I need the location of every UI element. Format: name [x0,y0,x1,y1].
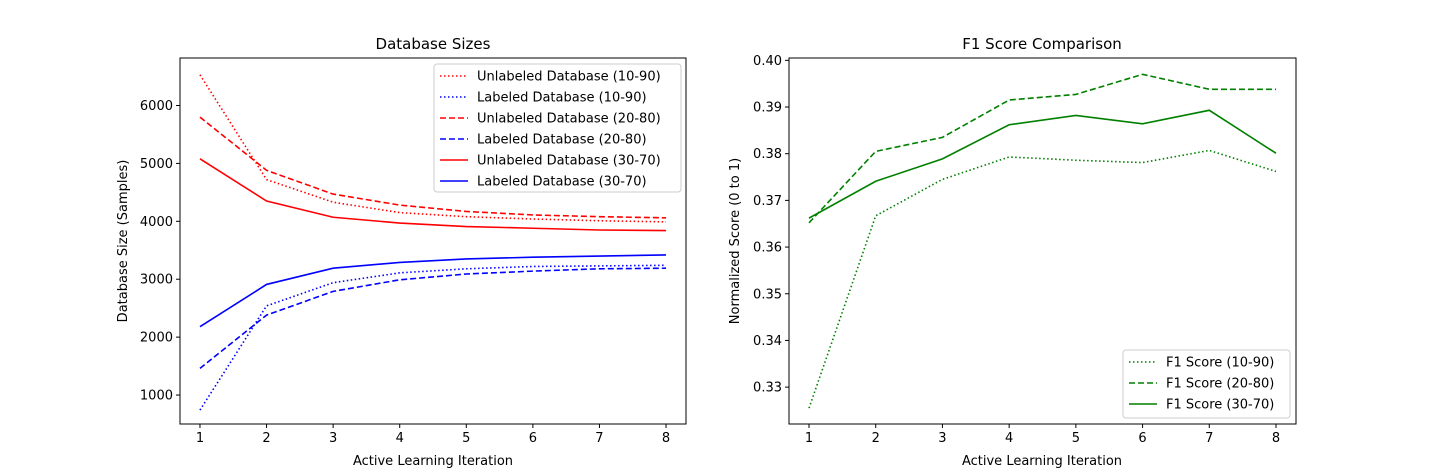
legend-box [433,63,682,193]
x-tick-label: 1 [196,431,204,446]
x-tick-label: 6 [1138,431,1146,446]
y-tick-label: 0.34 [753,334,782,349]
tick-group: 1 2 3 4 5 6 7 8 1000 2000 3000 4000 5000 6000 [140,99,670,446]
legend-label: Labeled Database (10-90) [477,91,647,106]
series-line [199,116,667,219]
y-tick-label: 3000 [140,273,173,288]
plot-frame [179,57,687,425]
x-tick-label: 4 [1005,431,1013,446]
x-tick-label: 1 [805,431,813,446]
y-tick-label: 0.39 [753,101,782,116]
y-axis-label: Normalized Score (0 to 1) [728,158,743,324]
legend: Unlabeled Database (10-90) Labeled Databa… [433,63,682,193]
legend-label: F1 Score (10-90) [1166,356,1274,371]
y-tick-label: 0.37 [753,194,782,209]
legend-label: F1 Score (30-70) [1166,398,1274,413]
y-tick-label: 0.36 [753,241,782,256]
x-tick-label: 2 [872,431,880,446]
x-tick-label: 8 [1272,431,1280,446]
y-tick-label: 0.35 [753,287,782,302]
x-axis-label: Active Learning Iteration [353,454,513,469]
chart-title: F1 Score Comparison [962,35,1122,53]
y-tick-label: 0.40 [753,54,782,69]
tick-group: 1 2 3 4 5 6 7 8 0.33 0.34 0.35 0.36 0.37 0.38 0.39 0.40 [753,54,1280,446]
y-tick-label: 0.38 [753,147,782,162]
legend-label: Labeled Database (20-80) [477,133,647,148]
database-sizes-chart: Database Sizes Active Learning Iteration… [116,35,687,469]
x-tick-label: 3 [938,431,946,446]
x-axis-label: Active Learning Iteration [962,454,1122,469]
y-tick-label: 2000 [140,331,173,346]
legend-label: Unlabeled Database (30-70) [477,154,661,169]
series-line [808,73,1276,224]
y-axis-label: Database Size (Samples) [116,160,131,323]
f1-score-chart: F1 Score Comparison Active Learning Iter… [728,35,1297,469]
series-line [199,158,667,232]
series-line [199,254,667,328]
y-tick-label: 4000 [140,215,173,230]
y-tick-label: 5000 [140,157,173,172]
x-tick-label: 8 [662,431,670,446]
series-line [199,267,667,370]
x-tick-label: 5 [462,431,470,446]
x-tick-label: 7 [1205,431,1213,446]
series-lines [199,74,667,411]
legend: F1 Score (10-90) F1 Score (20-80) F1 Score… [1122,349,1291,419]
x-tick-label: 6 [529,431,537,446]
legend-label: Unlabeled Database (20-80) [477,112,661,127]
series-line [808,109,1277,219]
legend-box [1122,349,1291,419]
legend-label: Unlabeled Database (10-90) [477,70,661,85]
chart-title: Database Sizes [376,35,491,53]
series-lines [808,73,1277,409]
plot-frame [788,57,1297,425]
y-tick-label: 1000 [140,389,173,404]
x-tick-label: 3 [329,431,337,446]
x-tick-label: 2 [262,431,270,446]
x-tick-label: 4 [396,431,404,446]
y-tick-label: 0.33 [753,381,782,396]
x-tick-label: 7 [595,431,603,446]
legend-label: Labeled Database (30-70) [477,175,647,190]
x-tick-label: 5 [1072,431,1080,446]
series-line [808,149,1277,409]
y-tick-label: 6000 [140,99,173,114]
legend-label: F1 Score (20-80) [1166,377,1274,392]
